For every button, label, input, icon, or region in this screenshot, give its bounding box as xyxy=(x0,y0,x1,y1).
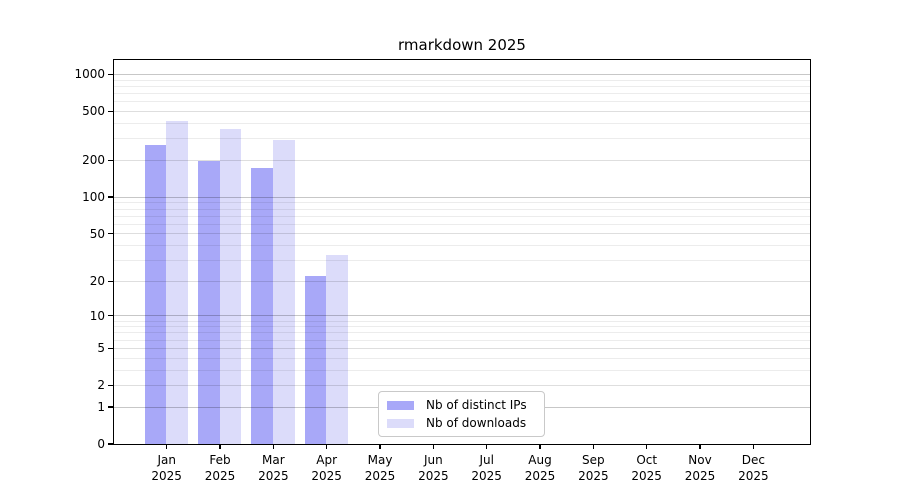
legend-label-distinct-ips: Nb of distinct IPs xyxy=(426,398,527,412)
x-tick-label-dec: Dec 2025 xyxy=(738,453,769,483)
y-tick-label: 500 xyxy=(82,104,105,119)
gridline-minor xyxy=(114,259,810,261)
y-tick-mark xyxy=(108,406,113,408)
bar-downloads-jan xyxy=(166,121,189,444)
x-tick-mark xyxy=(486,445,488,450)
legend-item-distinct-ips: Nb of distinct IPs xyxy=(387,398,544,412)
y-tick-label: 10 xyxy=(89,308,105,323)
gridline xyxy=(114,74,810,76)
legend-swatch-distinct-ips xyxy=(387,400,414,410)
gridline xyxy=(114,111,810,113)
gridline-minor xyxy=(114,223,810,225)
bar-downloads-mar xyxy=(273,140,295,444)
x-tick-label-apr: Apr 2025 xyxy=(311,453,342,483)
gridline-minor xyxy=(114,138,810,140)
gridline-minor xyxy=(114,320,810,322)
x-tick-mark xyxy=(166,445,168,450)
bar-distinct-ips-apr xyxy=(304,275,327,444)
gridline xyxy=(114,159,810,161)
y-tick-mark xyxy=(108,73,113,75)
x-tick-label-may: May 2025 xyxy=(364,453,396,483)
gridline-minor xyxy=(114,326,810,328)
gridline-minor xyxy=(114,122,810,124)
legend-swatch-downloads xyxy=(387,418,414,428)
x-tick-label-nov: Nov 2025 xyxy=(684,453,716,483)
bar-distinct-ips-mar xyxy=(251,167,274,444)
x-tick-label-feb: Feb 2025 xyxy=(204,453,236,483)
gridline-minor xyxy=(114,93,810,95)
legend-label-downloads: Nb of downloads xyxy=(426,416,527,430)
gridline-minor xyxy=(114,208,810,210)
y-tick-label: 100 xyxy=(82,190,105,205)
y-tick-mark xyxy=(108,196,113,198)
gridline-minor xyxy=(114,245,810,246)
y-tick-label: 1 xyxy=(97,399,105,414)
y-tick-mark xyxy=(108,384,113,386)
gridline xyxy=(114,384,810,386)
x-tick-mark xyxy=(379,445,381,450)
gridline xyxy=(114,196,810,198)
y-tick-mark xyxy=(108,280,113,282)
y-tick-label: 50 xyxy=(89,226,105,241)
gridline-minor xyxy=(114,332,810,334)
gridline xyxy=(114,280,810,282)
y-tick-mark xyxy=(108,159,113,161)
gridline-minor xyxy=(114,339,810,341)
gridline-minor xyxy=(114,369,810,371)
x-tick-label-oct: Oct 2025 xyxy=(631,453,662,483)
y-tick-label: 2 xyxy=(97,378,105,393)
y-tick-label: 1000 xyxy=(74,67,105,82)
bar-distinct-ips-feb xyxy=(198,161,220,444)
x-tick-mark xyxy=(699,445,701,450)
x-tick-label-sep: Sep 2025 xyxy=(578,453,609,483)
x-tick-mark xyxy=(272,445,274,450)
x-tick-mark xyxy=(752,445,754,450)
y-tick-label: 0 xyxy=(97,437,105,451)
plot-area xyxy=(113,59,811,445)
gridline-minor xyxy=(114,79,810,81)
gridline-minor xyxy=(114,85,810,87)
y-tick-mark xyxy=(108,443,113,445)
x-tick-mark xyxy=(219,445,221,450)
x-tick-label-jan: Jan 2025 xyxy=(151,453,182,483)
x-tick-label-jun: Jun 2025 xyxy=(418,453,449,483)
legend: Nb of distinct IPs Nb of downloads xyxy=(378,391,545,437)
y-tick-label: 5 xyxy=(97,341,105,356)
y-tick-label: 200 xyxy=(82,153,105,168)
x-tick-mark xyxy=(432,445,434,450)
x-tick-mark xyxy=(646,445,648,450)
bar-distinct-ips-jan xyxy=(144,144,167,444)
y-tick-mark xyxy=(108,110,113,112)
x-tick-label-mar: Mar 2025 xyxy=(258,453,289,483)
y-tick-label: 20 xyxy=(89,274,105,289)
bar-downloads-apr xyxy=(326,255,349,444)
x-tick-label-jul: Jul 2025 xyxy=(471,453,502,483)
gridline-minor xyxy=(114,215,810,217)
gridline xyxy=(114,233,810,235)
gridline xyxy=(114,315,810,317)
chart-title: rmarkdown 2025 xyxy=(398,36,526,54)
gridline-minor xyxy=(114,357,810,359)
x-tick-mark xyxy=(539,445,541,450)
x-tick-mark xyxy=(592,445,594,450)
gridline-minor xyxy=(114,101,810,103)
y-tick-mark xyxy=(108,233,113,235)
gridline-minor xyxy=(114,202,810,204)
y-tick-mark xyxy=(108,315,113,317)
x-tick-mark xyxy=(326,445,328,450)
legend-item-downloads: Nb of downloads xyxy=(387,416,544,430)
bar-downloads-feb xyxy=(219,129,242,444)
y-tick-mark xyxy=(108,347,113,349)
gridline xyxy=(114,347,810,349)
x-tick-label-aug: Aug 2025 xyxy=(524,453,556,483)
